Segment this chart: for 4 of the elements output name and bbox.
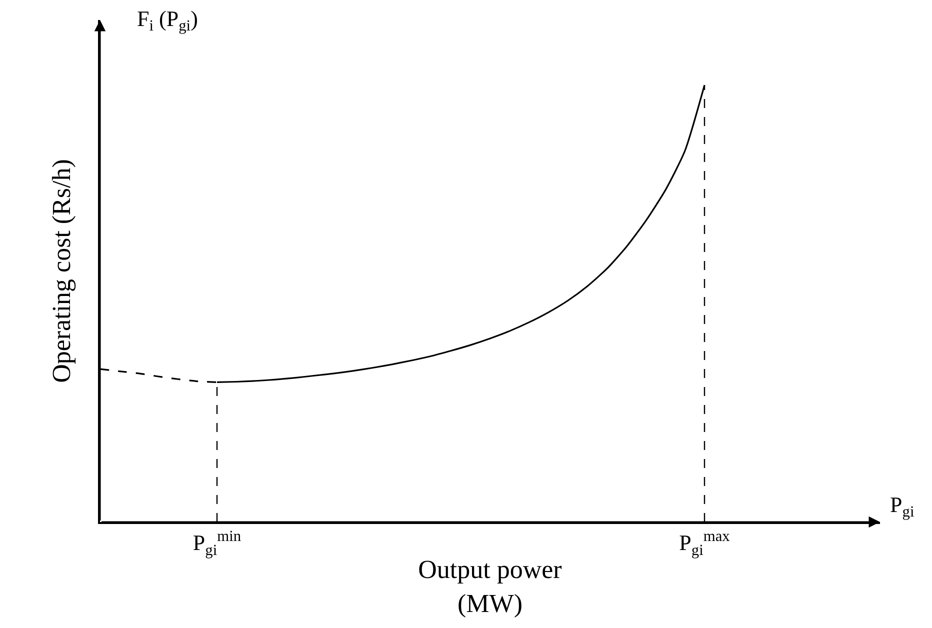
y-axis-title: Operating cost (Rs/h) xyxy=(47,159,76,383)
text: F$_{i}$ (P$_{gi}$) xyxy=(137,6,198,35)
x-axis-title: Output power (MW) xyxy=(418,554,562,618)
text: P$_{gi}$ xyxy=(890,492,914,521)
